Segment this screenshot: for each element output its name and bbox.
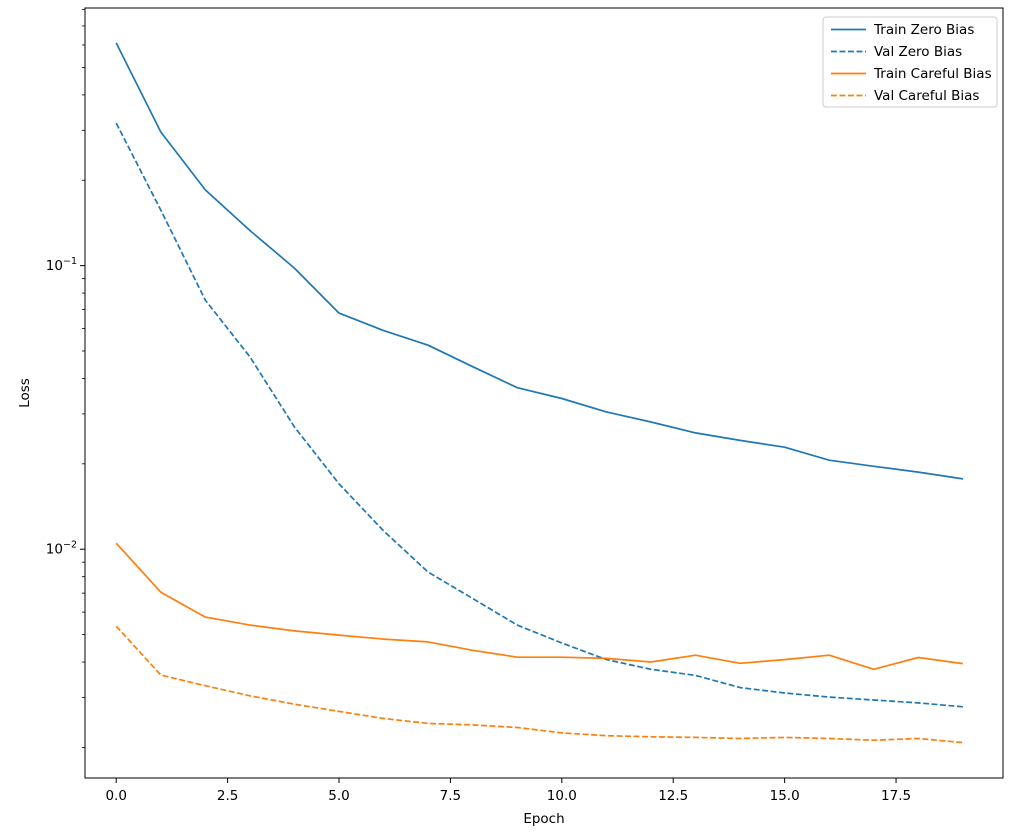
x-tick-label: 7.5 <box>440 788 461 804</box>
legend: Train Zero Bias Val Zero Bias Train Carefu… <box>822 16 998 108</box>
train-zero-bias-line <box>115 42 964 480</box>
y-tick-label: 10−1 <box>46 256 77 274</box>
legend-label: Val Careful Bias <box>874 88 979 104</box>
val-careful-bias-line <box>115 625 963 744</box>
legend-entry-train-zero-bias: Train Zero Bias <box>831 22 974 38</box>
series-lines <box>115 42 964 744</box>
legend-label: Val Zero Bias <box>874 44 962 60</box>
legend-box <box>822 16 998 108</box>
x-axis-label: Epoch <box>523 811 564 827</box>
x-tick-label: 17.5 <box>881 788 911 804</box>
legend-entry-train-careful-bias: Train Careful Bias <box>831 66 992 82</box>
legend-entry-val-careful-bias: Val Careful Bias <box>831 88 979 104</box>
y-major-ticks: 10−1 10−2 <box>46 256 85 558</box>
x-ticks: 0.0 2.5 5.0 7.5 10.0 12.5 15.0 17.5 <box>105 778 911 804</box>
x-tick-label: 5.0 <box>328 788 349 804</box>
train-careful-bias-line <box>115 542 964 671</box>
legend-label: Train Careful Bias <box>873 66 992 82</box>
plot-border <box>84 7 1004 779</box>
x-tick-label: 15.0 <box>770 788 800 804</box>
val-zero-bias-line <box>115 122 963 708</box>
y-tick-label: 10−2 <box>46 540 77 558</box>
x-tick-label: 10.0 <box>547 788 577 804</box>
x-tick-label: 2.5 <box>217 788 238 804</box>
x-tick-label: 12.5 <box>658 788 688 804</box>
y-axis-label: Loss <box>17 378 33 408</box>
x-tick-label: 0.0 <box>105 788 126 804</box>
legend-entry-val-zero-bias: Val Zero Bias <box>831 44 962 60</box>
legend-label: Train Zero Bias <box>873 22 974 38</box>
